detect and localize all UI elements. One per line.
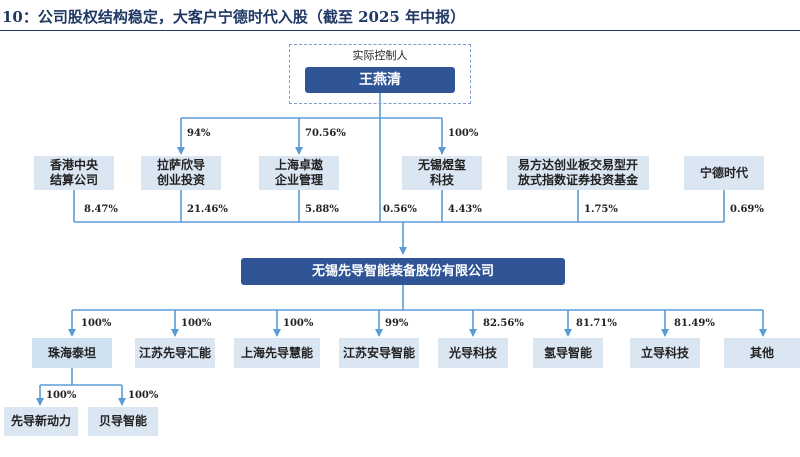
pct-lhsax: 21.46% <box>187 204 228 215</box>
ctrl-pct-wxyh: 100% <box>448 128 479 139</box>
shareholder-catl: 宁德时代 <box>684 156 764 190</box>
pct-jsxdhn: 100% <box>181 318 212 329</box>
figure-title: 10：公司股权结构稳定，大客户宁德时代入股（截至 2025 年中报） <box>2 8 466 26</box>
subsidiary-qdzn: 氢导智能 <box>533 338 603 368</box>
ctrl-pct-shzy: 70.56% <box>305 128 346 139</box>
ctrl-pct-lhsax: 94% <box>187 128 211 139</box>
subsidiary-ldkj: 立导科技 <box>630 338 700 368</box>
subsidiary-other: 其他 <box>724 338 800 368</box>
title-rule <box>0 30 800 31</box>
pct-hkscc: 8.47% <box>84 204 118 215</box>
pct-ldkj: 81.49% <box>674 318 715 329</box>
company-box: 无锡先导智能装备股份有限公司 <box>241 258 565 285</box>
pct-shzy: 5.88% <box>305 204 339 215</box>
pct-efund: 1.75% <box>584 204 618 215</box>
shareholder-wxyh: 无锡煜玺 科技 <box>402 156 482 190</box>
controller-box: 王燕清 <box>305 67 455 93</box>
shareholder-efund: 易方达创业板交易型开 放式指数证券投资基金 <box>507 156 649 190</box>
pct-bdzn: 100% <box>128 390 159 401</box>
subsidiary-gdkj: 光导科技 <box>438 338 508 368</box>
pct-gdkj: 82.56% <box>483 318 524 329</box>
pct-shxdhn: 100% <box>283 318 314 329</box>
pct-catl: 0.69% <box>730 204 764 215</box>
shareholder-lhsax: 拉萨欣导 创业投资 <box>141 156 221 190</box>
subsidiary-zhtt: 珠海泰坦 <box>32 338 112 368</box>
subsidiary-jsazn: 江苏安导智能 <box>339 338 419 368</box>
pct-zhtt: 100% <box>81 318 112 329</box>
controller-frame <box>289 44 471 104</box>
subsidiary-jsxdhn: 江苏先导汇能 <box>135 338 215 368</box>
subsidiary-xdxdl: 先导新动力 <box>4 407 78 436</box>
pct-wxyh: 4.43% <box>448 204 482 215</box>
subsidiary-shxdhn: 上海先导慧能 <box>234 338 320 368</box>
pct-qdzn: 81.71% <box>576 318 617 329</box>
shareholder-shzy: 上海卓遨 企业管理 <box>259 156 339 190</box>
pct-direct: 0.56% <box>383 204 417 215</box>
shareholder-hkscc: 香港中央 结算公司 <box>34 156 114 190</box>
pct-jsazn: 99% <box>385 318 409 329</box>
pct-xdxdl: 100% <box>46 390 77 401</box>
subsidiary-bdzn: 贝导智能 <box>88 407 158 436</box>
controller-label: 实际控制人 <box>352 49 408 62</box>
